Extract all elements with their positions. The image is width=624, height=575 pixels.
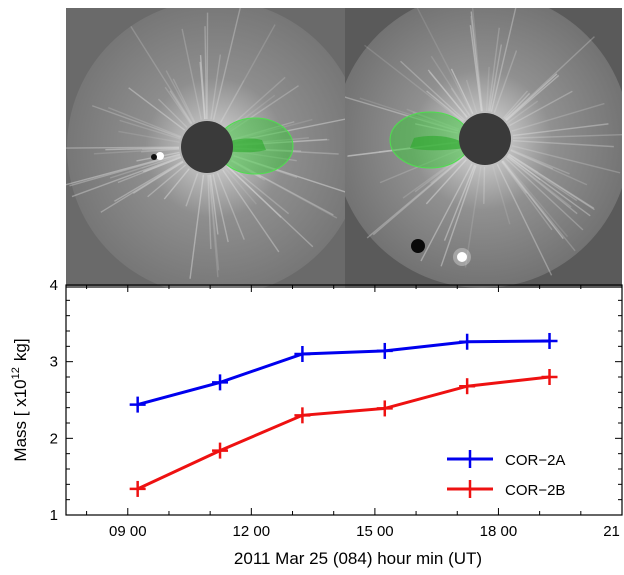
data-point <box>212 374 229 391</box>
right-coronagraph-image <box>345 8 622 288</box>
data-point <box>376 342 393 359</box>
x-axis: 09 00 12 00 15 00 18 00 21 00 <box>86 285 624 540</box>
y-tick-label: 3 <box>50 354 58 371</box>
y-tick-label: 2 <box>50 430 58 447</box>
legend-label-cor2a: COR−2A <box>505 452 565 469</box>
data-point <box>294 346 311 362</box>
x-tick-label: 12 00 <box>233 523 271 540</box>
data-point <box>212 442 229 459</box>
y-tick-label: 1 <box>50 507 58 524</box>
y-axis: 1 2 3 4 <box>50 277 622 524</box>
series-line-cor2a <box>137 339 550 407</box>
left-coronagraph-image <box>66 8 345 288</box>
x-tick-label: 09 00 <box>109 523 147 540</box>
x-tick-label: 18 00 <box>480 523 518 540</box>
data-point <box>459 333 476 350</box>
data-point <box>376 400 393 417</box>
x-tick-label: 21 00 <box>603 523 624 540</box>
y-axis-label-exponent: 12 <box>10 367 22 379</box>
data-point <box>294 407 311 424</box>
x-tick-label: 15 00 <box>356 523 394 540</box>
y-tick-label: 4 <box>50 277 58 294</box>
data-point <box>129 480 146 497</box>
y-axis-label: Mass [ x1012 kg] <box>10 338 30 461</box>
plot-frame <box>65 284 623 516</box>
data-point <box>541 332 558 349</box>
series-layer <box>129 332 558 497</box>
data-point <box>129 396 146 413</box>
x-axis-label: 2011 Mar 25 (084) hour min (UT) <box>234 549 482 568</box>
data-point <box>459 378 476 395</box>
data-point <box>541 369 558 385</box>
legend: COR−2A COR−2B <box>447 450 565 499</box>
series-line-cor2b <box>137 375 550 491</box>
legend-label-cor2b: COR−2B <box>505 482 565 499</box>
y-axis-label-unit: kg] <box>11 338 30 361</box>
y-axis-label-main: Mass [ x10 <box>11 379 30 461</box>
